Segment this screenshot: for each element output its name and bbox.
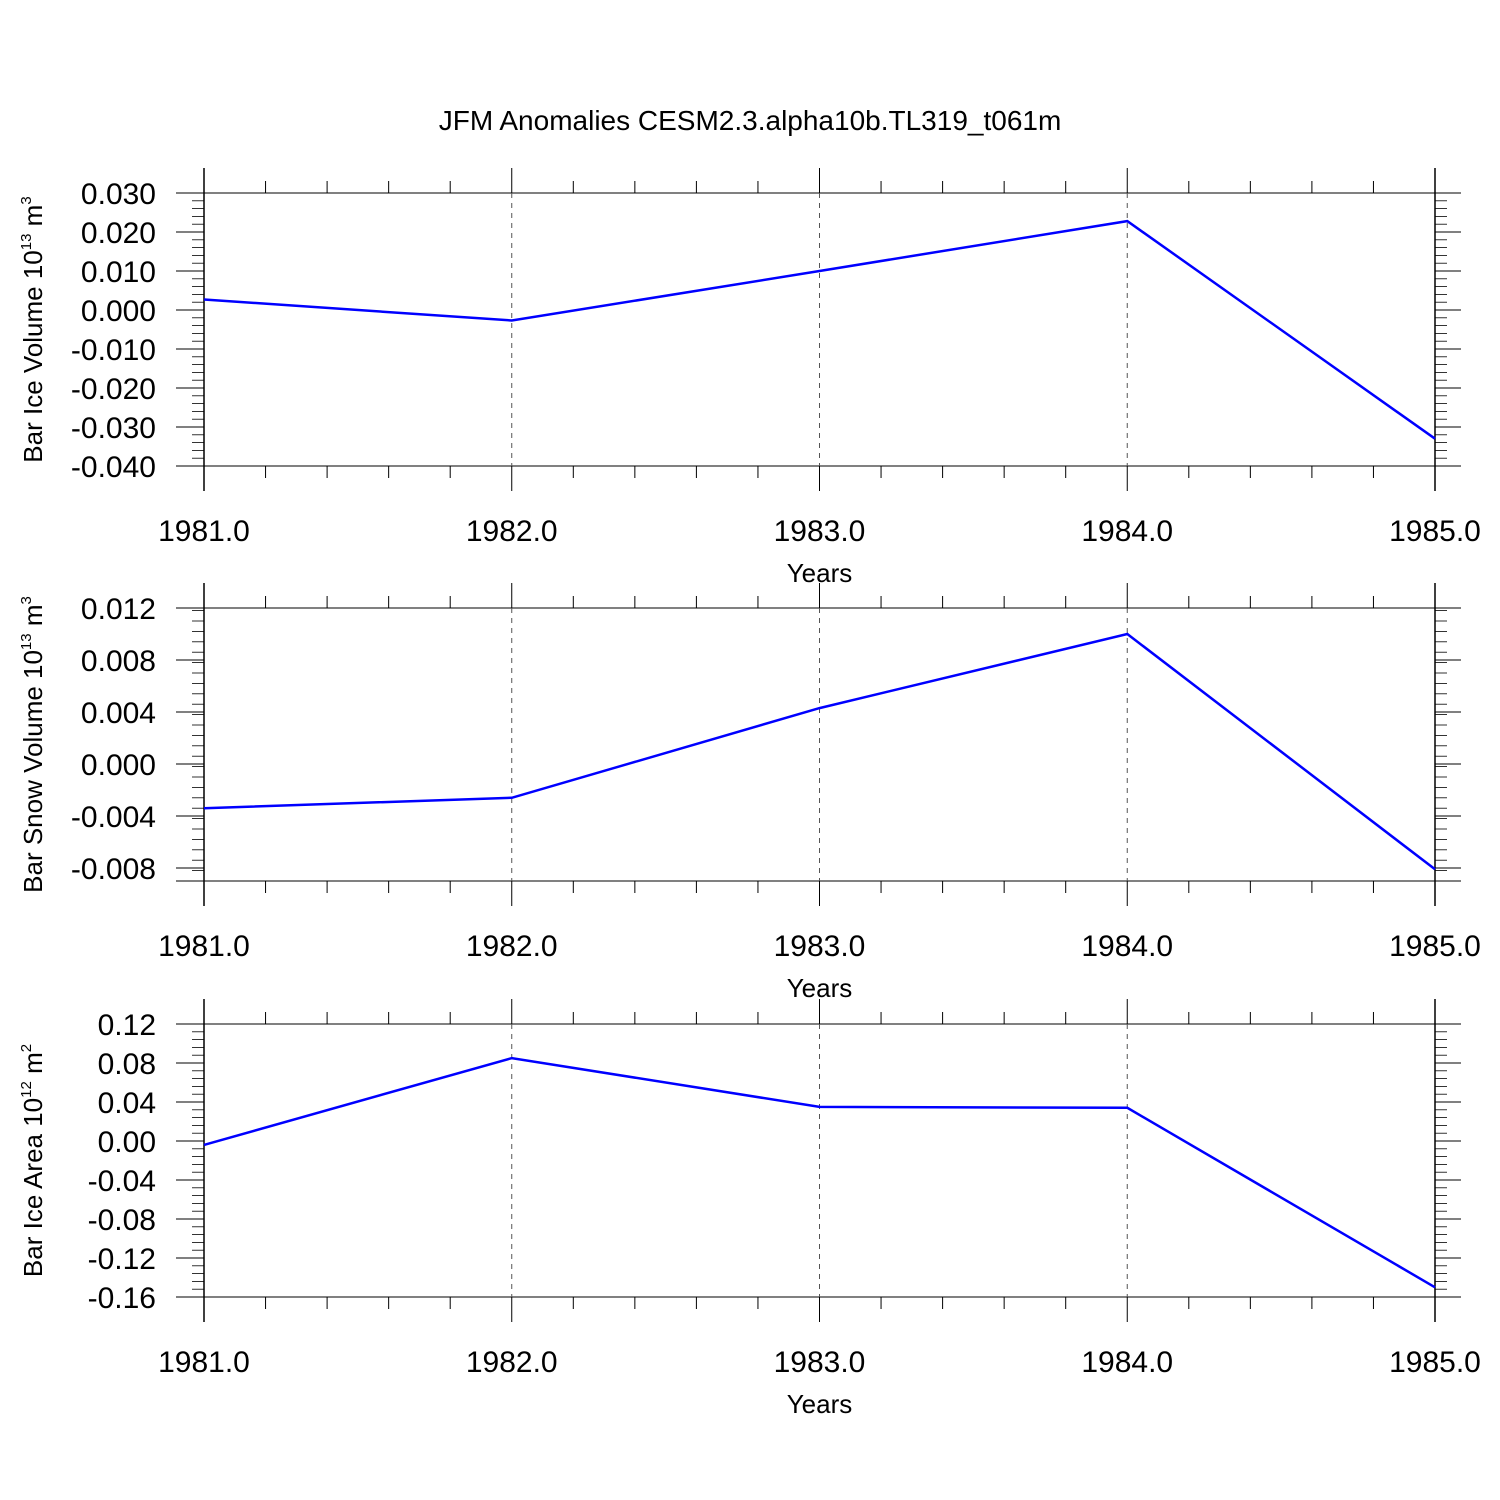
y-tick-label: -0.010: [71, 334, 156, 367]
x-axis-label: Years: [787, 1389, 853, 1419]
y-tick-label: 0.000: [81, 295, 156, 328]
x-tick-label: 1984.0: [1081, 515, 1173, 548]
y-tick-label: 0.004: [81, 697, 156, 730]
y-tick-label: -0.040: [71, 451, 156, 484]
y-tick-label: -0.16: [88, 1282, 156, 1315]
x-tick-label: 1983.0: [774, 930, 866, 963]
y-axis-label: Bar Ice Volume 1013 m3: [18, 196, 48, 462]
y-tick-label: -0.030: [71, 412, 156, 445]
y-axis-label: Bar Ice Area 1012 m2: [18, 1044, 48, 1277]
x-tick-label: 1985.0: [1389, 515, 1481, 548]
y-tick-label: -0.008: [71, 853, 156, 886]
x-tick-label: 1983.0: [774, 1346, 866, 1379]
y-tick-label: -0.12: [88, 1243, 156, 1276]
x-tick-label: 1982.0: [466, 1346, 558, 1379]
y-tick-label: -0.04: [88, 1165, 156, 1198]
x-tick-label: 1984.0: [1081, 1346, 1173, 1379]
series-line: [203, 1056, 1436, 1289]
y-tick-label: -0.004: [71, 801, 156, 834]
y-axis-label: Bar Snow Volume 1013 m3: [18, 596, 48, 893]
chart-panel-3: 1981.0 1982.0 1983.0 1984.0 1985.0 0.12 0.08 0.…: [18, 999, 1481, 1419]
figure-title: JFM Anomalies CESM2.3.alpha10b.TL319_t06…: [439, 105, 1062, 136]
x-tick-label: 1983.0: [774, 515, 866, 548]
y-tick-label: 0.00: [98, 1126, 156, 1159]
x-tick-label: 1981.0: [158, 930, 250, 963]
y-tick-label: 0.012: [81, 593, 156, 626]
y-tick-label: 0.000: [81, 749, 156, 782]
y-tick-label: 0.12: [98, 1009, 156, 1042]
y-tick-label: 0.030: [81, 178, 156, 211]
x-tick-label: 1981.0: [158, 515, 250, 548]
x-tick-label: 1981.0: [158, 1346, 250, 1379]
x-tick-label: 1985.0: [1389, 930, 1481, 963]
chart-panel-2: 1981.0 1982.0 1983.0 1984.0 1985.0 0.012 0.008…: [18, 583, 1481, 1003]
y-tick-label: 0.04: [98, 1087, 156, 1120]
x-tick-label: 1982.0: [466, 515, 558, 548]
panels: 1981.0 1982.0 1983.0 1984.0 1985.0 0.030 0.020…: [18, 168, 1481, 1419]
x-tick-label: 1985.0: [1389, 1346, 1481, 1379]
y-tick-label: 0.008: [81, 645, 156, 678]
y-tick-label: 0.020: [81, 217, 156, 250]
chart-panel-1: 1981.0 1982.0 1983.0 1984.0 1985.0 0.030 0.020…: [18, 168, 1481, 588]
y-tick-label: 0.010: [81, 256, 156, 289]
x-axis-label: Years: [787, 973, 853, 1003]
x-tick-label: 1982.0: [466, 930, 558, 963]
y-tick-label: 0.08: [98, 1048, 156, 1081]
x-tick-label: 1984.0: [1081, 930, 1173, 963]
y-tick-label: -0.08: [88, 1204, 156, 1237]
y-tick-label: -0.020: [71, 373, 156, 406]
